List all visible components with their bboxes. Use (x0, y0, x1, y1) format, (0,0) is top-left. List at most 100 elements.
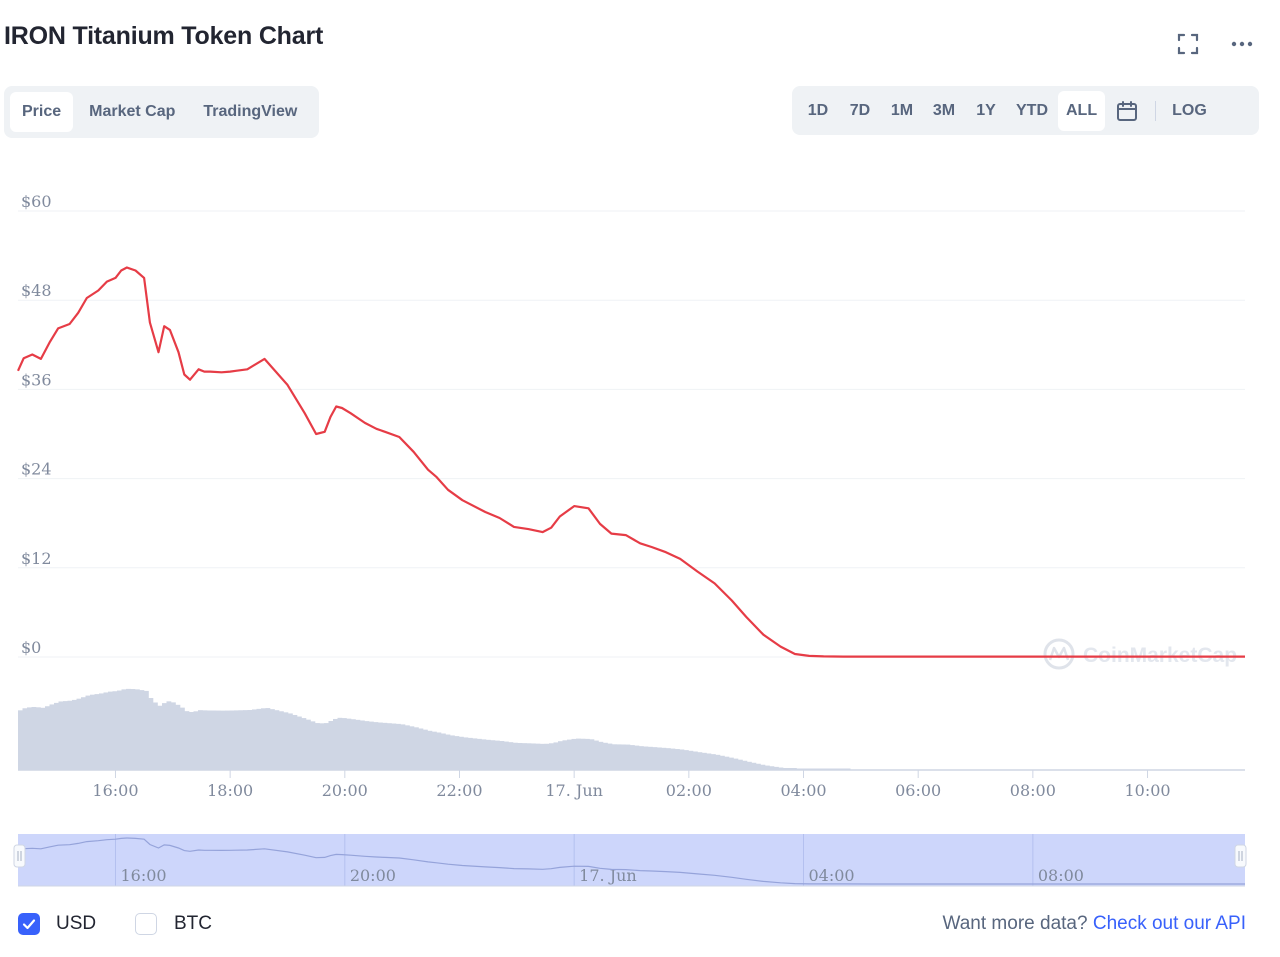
volume-bar (36, 707, 41, 770)
navigator-label: 16:00 (120, 866, 166, 885)
range-7d[interactable]: 7D (849, 101, 871, 119)
volume-bar (184, 711, 190, 770)
volume-bar (220, 710, 226, 770)
volume-bar (306, 719, 311, 770)
volume-bar (274, 710, 280, 770)
volume-bar (666, 748, 671, 770)
range-1y[interactable]: 1Y (976, 101, 996, 119)
volume-bar (360, 720, 365, 770)
range-navigator[interactable]: 16:00 20:00 17. Jun 04:00 08:00 (13, 834, 1247, 887)
volume-bar (432, 731, 437, 770)
x-tick-label: 02:00 (666, 781, 712, 800)
calendar-icon[interactable] (1107, 91, 1147, 131)
tab-price[interactable]: Price (10, 92, 74, 132)
volume-bar (733, 758, 739, 770)
volume-bar (40, 707, 46, 770)
volume-bar (724, 756, 730, 770)
volume-bar (706, 753, 712, 770)
volume-bar (441, 733, 446, 770)
navigator-series-line (17, 837, 1245, 885)
range-all[interactable]: ALL (1058, 90, 1106, 131)
more-options-icon[interactable] (1228, 30, 1256, 58)
volume-bar (216, 710, 221, 770)
navigator-window[interactable] (18, 834, 1245, 886)
volume-bar (234, 710, 239, 770)
y-tick-label: $48 (21, 281, 52, 300)
btc-label: BTC (174, 913, 212, 934)
volume-bar (499, 741, 505, 770)
volume-bar (697, 752, 703, 770)
volume-bar (517, 742, 523, 770)
x-tick-label: 06:00 (895, 781, 941, 800)
navigator-left-handle[interactable] (13, 844, 26, 868)
volume-bar (202, 710, 208, 770)
range-divider (1155, 100, 1157, 121)
volume-bar (126, 688, 131, 770)
volume-bar (513, 742, 518, 770)
range-3m[interactable]: 3M (932, 101, 956, 119)
volume-bar (301, 718, 307, 770)
api-promo: Want more data? Check out our API (943, 913, 1246, 935)
api-link[interactable]: Check out our API (1092, 913, 1246, 934)
time-range-selector: 1D 7D 1M 3M 1Y YTD ALL LOG (792, 86, 1259, 135)
tab-market-cap[interactable]: Market Cap (89, 103, 176, 120)
volume-bar (247, 709, 253, 770)
usd-checkbox[interactable] (18, 913, 40, 935)
volume-bar (288, 713, 293, 770)
volume-bar (243, 710, 248, 770)
navigator-label: 08:00 (1038, 866, 1084, 885)
volume-bar (585, 738, 590, 770)
volume-bar (625, 744, 631, 770)
tab-tradingview[interactable]: TradingView (203, 103, 298, 120)
volume-bar (418, 728, 424, 770)
range-1m[interactable]: 1M (890, 101, 914, 119)
btc-checkbox[interactable] (135, 913, 157, 935)
volume-bar (459, 736, 464, 770)
volume-bar (144, 690, 149, 770)
volume-bar (364, 721, 370, 770)
volume-bar (387, 723, 392, 770)
volume-bar (738, 759, 743, 770)
x-axis: 16:00 18:00 20:00 22:00 17. Jun 02:00 04:00 06:… (92, 770, 1171, 800)
volume-bar (436, 732, 442, 770)
navigator-label: 17. Jun (579, 866, 637, 885)
volume-bar (783, 768, 788, 770)
volume-bar (108, 691, 113, 770)
volume-bar (54, 702, 59, 770)
volume-bar (333, 718, 338, 770)
log-scale-toggle[interactable]: LOG (1172, 101, 1207, 119)
volume-bar (409, 726, 415, 770)
range-1d[interactable]: 1D (807, 101, 829, 119)
volume-bar (130, 689, 136, 770)
navigator-label: 04:00 (809, 866, 855, 885)
volume-bar (103, 692, 109, 770)
y-tick-label: $12 (21, 549, 52, 568)
volume-bar (76, 698, 82, 770)
range-ytd[interactable]: YTD (1016, 101, 1048, 119)
price-chart[interactable]: $60 $48 $36 $24 $12 $0 CoinMarketCap 16:00 18:… (0, 150, 1280, 895)
watermark: CoinMarketCap (1043, 638, 1237, 670)
volume-bar (58, 701, 64, 770)
volume-bar (22, 708, 28, 770)
volume-bar (193, 711, 199, 770)
volume-bar (769, 766, 775, 770)
volume-bar (742, 760, 748, 770)
volume-bar (27, 707, 32, 770)
volume-bar (751, 762, 757, 770)
coinmarketcap-logo-icon (1043, 638, 1075, 670)
volume-bar (544, 743, 550, 770)
fullscreen-icon[interactable] (1174, 30, 1202, 58)
volume-bar (396, 723, 401, 770)
volume-bar (229, 710, 235, 770)
volume-bar (589, 739, 595, 770)
volume-bar (261, 708, 266, 770)
navigator-right-handle[interactable] (1234, 844, 1247, 868)
volume-bar (112, 691, 118, 770)
volume-bar (18, 710, 23, 770)
y-tick-label: $24 (21, 460, 52, 479)
volume-bar (490, 740, 496, 770)
volume-bar (315, 723, 320, 770)
volume-bar (166, 701, 172, 770)
volume-bar (688, 750, 694, 770)
x-tick-label: 04:00 (780, 781, 826, 800)
